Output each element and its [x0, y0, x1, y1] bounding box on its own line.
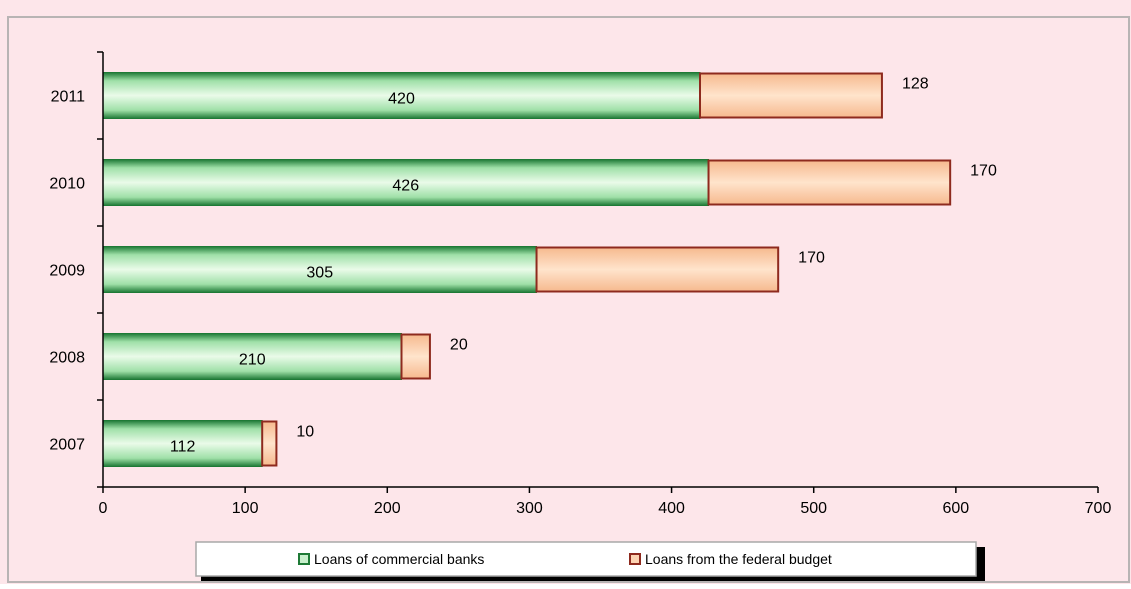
bar-federal-budget-2011: [699, 72, 883, 119]
bar-commercial-banks-2009: [102, 246, 538, 293]
data-labels-layer: 420 128 426 170 305 170 210 20 112 10: [170, 76, 997, 456]
legend-box: [195, 541, 977, 577]
y-tick-label-2009: 2009: [49, 263, 85, 280]
x-tick-label-600: 600: [943, 500, 970, 517]
x-tick-label-700: 700: [1085, 500, 1112, 517]
data-label-federal-budget-2009: 170: [798, 250, 825, 267]
chart-frame: [7, 16, 1130, 583]
legend-swatch-federal-budget: [629, 553, 641, 565]
bar-federal-budget-2007: [261, 420, 278, 467]
data-label-federal-budget-2007: 10: [296, 424, 314, 441]
legend: Loans of commercial banks Loans from the…: [195, 541, 985, 581]
y-tick-label-2010: 2010: [49, 176, 85, 193]
bar-commercial-banks-2010: [102, 159, 710, 206]
x-tick-label-400: 400: [658, 500, 685, 517]
x-tick-label-500: 500: [800, 500, 827, 517]
x-tick-label-100: 100: [232, 500, 259, 517]
data-label-federal-budget-2011: 128: [902, 76, 929, 93]
y-tick-label-2011: 2011: [51, 89, 86, 106]
legend-label-commercial-banks: Loans of commercial banks: [314, 551, 484, 567]
bar-federal-budget-2008: [400, 333, 431, 380]
bars-layer: [102, 72, 952, 467]
data-label-federal-budget-2008: 20: [450, 337, 468, 354]
bar-commercial-banks-2007: [102, 420, 263, 467]
data-label-commercial-banks-2011: 420: [388, 91, 415, 108]
y-tick-label-2008: 2008: [49, 350, 85, 367]
data-label-commercial-banks-2008: 210: [239, 352, 266, 369]
data-label-commercial-banks-2009: 305: [306, 265, 333, 282]
legend-label-federal-budget: Loans from the federal budget: [645, 551, 832, 567]
legend-swatch-commercial-banks: [298, 553, 310, 565]
data-label-federal-budget-2010: 170: [970, 163, 997, 180]
x-tick-label-200: 200: [374, 500, 401, 517]
x-tick-label-0: 0: [99, 500, 108, 517]
bar-commercial-banks-2011: [102, 72, 701, 119]
x-tick-label-300: 300: [516, 500, 543, 517]
bar-federal-budget-2010: [707, 159, 952, 206]
bar-federal-budget-2009: [535, 246, 780, 293]
data-label-commercial-banks-2010: 426: [392, 178, 419, 195]
y-tick-label-2007: 2007: [49, 437, 85, 454]
data-label-commercial-banks-2007: 112: [170, 439, 196, 456]
